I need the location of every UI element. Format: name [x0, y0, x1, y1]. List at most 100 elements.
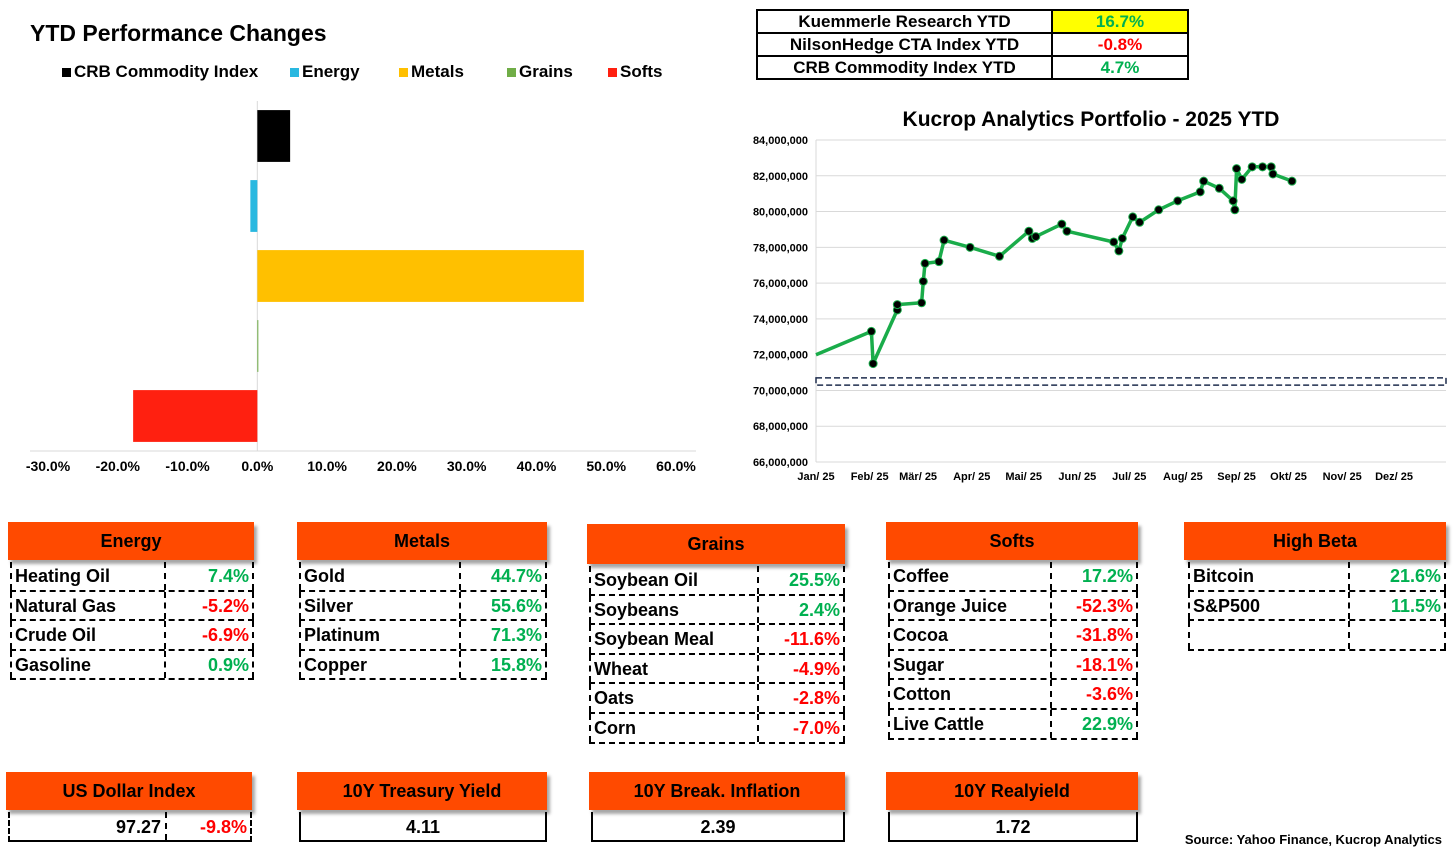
summary-row: NilsonHedge CTA Index YTD -0.8% [756, 32, 1189, 57]
category-rows: Coffee 17.2% Orange Juice -52.3% Cocoa -31.… [888, 562, 1138, 740]
row-name: Gold [299, 562, 461, 590]
table-row: Orange Juice -52.3% [888, 591, 1138, 622]
indicator-change: -9.8% [199, 817, 247, 837]
legend-item-metals: Metals [399, 62, 464, 82]
legend-item-energy: Energy [290, 62, 360, 82]
x-tick-label: Feb/ 25 [851, 471, 889, 483]
indicator-row: 1.72 [888, 812, 1138, 842]
summary-label: CRB Commodity Index YTD [756, 55, 1053, 80]
row-name: Copper [299, 650, 461, 679]
bar-softs [133, 390, 258, 442]
row-value: 17.2% [1052, 562, 1138, 590]
bar-energy [250, 180, 258, 232]
data-point [1024, 226, 1034, 236]
summary-row: Kuemmerle Research YTD 16.7% [756, 9, 1189, 34]
table-row: Heating Oil 7.4% [10, 562, 254, 592]
row-name: Gasoline [10, 650, 166, 679]
row-name [1188, 621, 1350, 649]
legend-item-softs: Softs [608, 62, 663, 82]
x-tick-label: 0.0% [241, 458, 273, 474]
bar-metals [257, 250, 584, 302]
data-point [868, 359, 878, 369]
row-value: 55.6% [461, 591, 547, 620]
summary-label: NilsonHedge CTA Index YTD [756, 32, 1053, 57]
table-row: Cotton -3.6% [888, 680, 1138, 710]
data-point [892, 300, 902, 310]
indicator-header: 10Y Break. Inflation [589, 772, 845, 810]
row-value: -5.2% [166, 591, 254, 620]
y-tick-label: 82,000,000 [753, 171, 808, 183]
row-value: 22.9% [1052, 709, 1138, 738]
x-tick-label: Nov/ 25 [1323, 471, 1362, 483]
legend-label: Energy [302, 62, 360, 81]
y-tick-label: 74,000,000 [753, 314, 808, 326]
x-tick-label: Mär/ 25 [899, 471, 937, 483]
legend-item-grains: Grains [507, 62, 573, 82]
category-header: Softs [886, 522, 1138, 560]
data-point [1109, 237, 1119, 247]
legend-swatch [290, 67, 299, 77]
row-value: 71.3% [461, 621, 547, 649]
legend-swatch [62, 67, 71, 77]
row-name: Wheat [589, 654, 759, 683]
data-point [1154, 205, 1164, 215]
x-tick-label: 60.0% [656, 458, 696, 474]
data-point [1057, 219, 1067, 229]
indicator-row: 97.27 -9.8% [8, 812, 252, 842]
data-point [965, 242, 975, 252]
row-value: -4.9% [759, 654, 845, 683]
row-name: Crude Oil [10, 621, 166, 649]
y-tick-label: 68,000,000 [753, 421, 808, 433]
indicator-header: 10Y Realyield [886, 772, 1138, 810]
legend-label: Metals [411, 62, 464, 81]
row-value: -31.8% [1052, 621, 1138, 649]
data-point [1199, 176, 1209, 186]
row-value: -11.6% [759, 625, 845, 653]
data-point [1195, 187, 1205, 197]
indicator-value: 97.27 [10, 812, 167, 840]
row-value: -18.1% [1052, 650, 1138, 679]
table-row: S&P500 11.5% [1188, 591, 1446, 622]
bar-chart-title: YTD Performance Changes [30, 20, 327, 46]
table-row: Platinum 71.3% [299, 621, 547, 651]
data-point [866, 326, 876, 336]
row-value: -3.6% [1052, 680, 1138, 708]
indicator-row: 4.11 [299, 812, 547, 842]
legend-label: Softs [620, 62, 663, 81]
data-point [934, 257, 944, 267]
indicator-10y-realyield: 10Y Realyield 1.72 [886, 772, 1138, 842]
table-row: Live Cattle 22.9% [888, 709, 1138, 740]
row-name: Soybean Oil [589, 566, 759, 594]
table-row: Oats -2.8% [589, 684, 845, 714]
x-tick-label: 20.0% [377, 458, 417, 474]
row-name: Soybean Meal [589, 625, 759, 653]
line-chart-title: Kucrop Analytics Portfolio - 2025 YTD [902, 108, 1280, 131]
x-tick-label: Jun/ 25 [1058, 471, 1096, 483]
row-name: Corn [589, 713, 759, 742]
y-tick-label: 70,000,000 [753, 385, 808, 397]
data-point [1232, 164, 1242, 174]
summary-label: Kuemmerle Research YTD [756, 9, 1053, 34]
data-point [918, 276, 928, 286]
row-value: 7.4% [166, 562, 254, 590]
data-point [917, 298, 927, 308]
legend-swatch [399, 67, 408, 77]
category-softs: Softs Coffee 17.2% Orange Juice -52.3% Coc… [886, 522, 1138, 740]
data-point [939, 235, 949, 245]
row-value: -7.0% [759, 713, 845, 742]
table-row: Crude Oil -6.9% [10, 621, 254, 651]
table-row: Corn -7.0% [589, 713, 845, 744]
y-tick-label: 80,000,000 [753, 207, 808, 219]
indicator-header: 10Y Treasury Yield [297, 772, 547, 810]
row-value: 0.9% [166, 650, 254, 679]
row-name: Heating Oil [10, 562, 166, 590]
data-point [1173, 196, 1183, 206]
category-rows: Gold 44.7% Silver 55.6% Platinum 71.3% Copp… [299, 562, 547, 681]
category-grains: Grains Soybean Oil 25.5% Soybeans 2.4% Soy… [587, 524, 845, 744]
data-point [1287, 176, 1297, 186]
data-point [1258, 162, 1268, 172]
bar-crb-commodity-index [257, 110, 291, 162]
table-row: Coffee 17.2% [888, 562, 1138, 592]
category-header: Metals [297, 522, 547, 560]
category-energy: Energy Heating Oil 7.4% Natural Gas -5.2% … [8, 522, 254, 681]
